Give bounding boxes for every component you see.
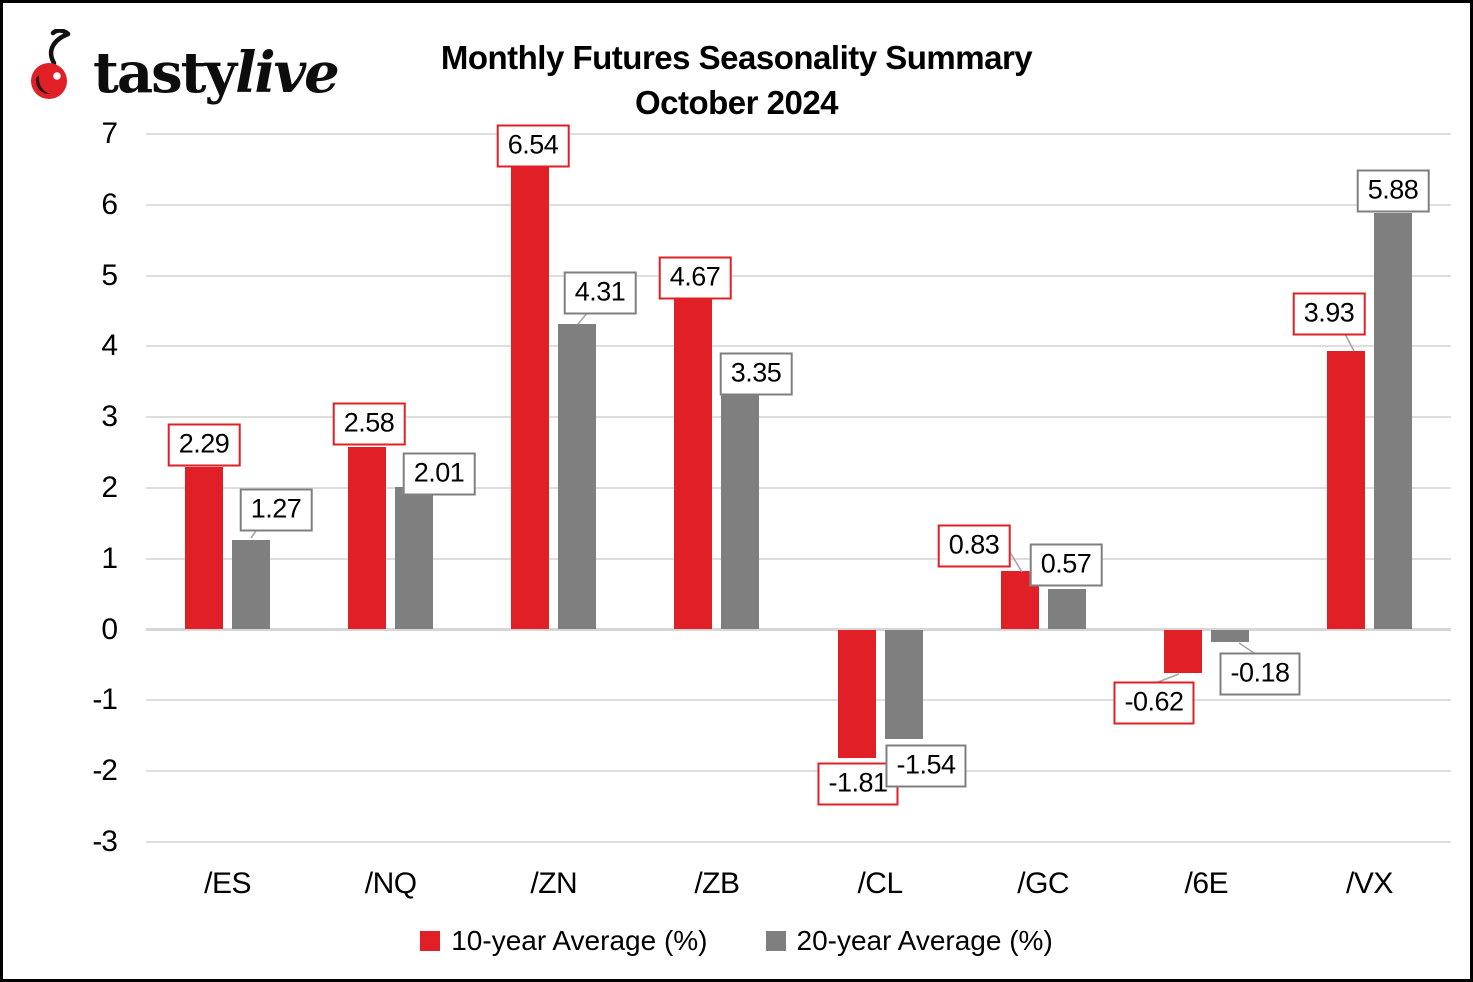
data-label-/NQ-10yr: 2.58 (332, 402, 406, 446)
data-label-/ZB-10yr: 4.67 (658, 256, 732, 300)
tastylive-logo: tastylive (27, 29, 340, 103)
bar-/ZB-10yr (674, 298, 713, 630)
x-axis-tick: /CL (857, 867, 903, 900)
bar-/CL-10yr (837, 629, 876, 758)
chart-title: Monthly Futures Seasonality Summary Octo… (3, 35, 1470, 125)
data-label-/ZN-20yr: 4.31 (563, 271, 637, 315)
y-axis-tick: -1 (92, 683, 118, 717)
bar-/ZN-20yr (558, 324, 597, 630)
data-label-/VX-10yr: 3.93 (1292, 292, 1366, 336)
x-axis-tick: /GC (1017, 867, 1070, 900)
bar-/VX-10yr (1326, 351, 1365, 630)
bar-/6E-20yr (1210, 629, 1249, 643)
data-label-/CL-10yr: -1.81 (817, 762, 899, 806)
legend-item-10yr: 10-year Average (%) (420, 925, 708, 957)
bar-/6E-10yr (1163, 629, 1202, 674)
x-axis-tick: /6E (1184, 867, 1229, 900)
brand-tasty: tasty (93, 40, 237, 106)
data-label-/ZN-10yr: 6.54 (496, 124, 570, 168)
legend-swatch-20yr-icon (765, 931, 786, 951)
gridline (146, 557, 1451, 560)
y-axis-tick: 5 (101, 258, 118, 292)
y-axis-tick: -2 (92, 754, 118, 788)
y-axis-tick: 4 (101, 329, 118, 363)
data-label-/GC-20yr: 0.57 (1029, 543, 1103, 587)
plot-area: 7 6 5 4 3 2 1 0 -1 -2 -3/ES/NQ/ZN/ZB/CL/GC/6E/VX (3, 3, 1470, 979)
data-label-/6E-20yr: -0.18 (1219, 652, 1301, 696)
legend-label-20yr: 20-year Average (%) (796, 925, 1053, 956)
data-label-/GC-10yr: 0.83 (937, 524, 1011, 568)
bar-/VX-20yr (1373, 213, 1412, 630)
data-label-/VX-20yr: 5.88 (1356, 169, 1430, 213)
data-label-/6E-10yr: -0.62 (1113, 681, 1195, 725)
y-axis-tick: 3 (101, 400, 118, 434)
x-axis-tick: /ZN (530, 867, 578, 900)
data-label-/NQ-20yr: 2.01 (402, 452, 476, 496)
gridline (146, 132, 1451, 135)
gridline (146, 699, 1451, 702)
chart-title-line2: October 2024 (634, 84, 839, 121)
y-axis-tick: -3 (92, 824, 118, 858)
y-axis-tick: 1 (101, 541, 118, 575)
legend-label-10yr: 10-year Average (%) (451, 925, 708, 956)
x-axis-tick: /ZB (694, 867, 740, 900)
bar-/NQ-20yr (395, 487, 434, 630)
gridline (146, 274, 1451, 277)
data-label-/ES-20yr: 1.27 (239, 488, 313, 532)
legend-swatch-10yr-icon (420, 931, 441, 951)
y-axis-tick: 0 (101, 612, 118, 646)
cherry-icon (27, 29, 89, 103)
legend-item-20yr: 20-year Average (%) (765, 925, 1053, 957)
legend: 10-year Average (%) 20-year Average (%) (3, 925, 1470, 957)
gridline (146, 345, 1451, 348)
x-axis-tick: /ES (204, 867, 251, 900)
gridline (146, 203, 1451, 206)
data-label-/ES-10yr: 2.29 (167, 423, 241, 467)
x-axis-tick: /VX (1346, 867, 1393, 900)
x-axis-tick: /NQ (364, 867, 417, 900)
bar-/ES-10yr (185, 467, 224, 630)
data-label-/ZB-20yr: 3.35 (719, 352, 793, 396)
bar-/CL-20yr (884, 629, 923, 739)
zero-gridline (146, 628, 1451, 631)
chart-title-line1: Monthly Futures Seasonality Summary (440, 39, 1033, 76)
bar-/ZN-10yr (511, 166, 550, 630)
y-axis-tick: 7 (101, 116, 118, 150)
gridline (146, 486, 1451, 489)
data-label-/CL-20yr: -1.54 (885, 744, 967, 788)
bar-/NQ-10yr (348, 446, 387, 630)
bar-/ZB-20yr (721, 392, 760, 630)
bar-/GC-20yr (1047, 589, 1086, 630)
gridline (146, 840, 1451, 843)
bar-/ES-20yr (232, 539, 271, 630)
y-axis-tick: 2 (101, 470, 118, 504)
brand-live: live (235, 40, 340, 106)
y-axis-tick: 6 (101, 187, 118, 221)
brand-wordmark: tastylive (93, 31, 340, 101)
gridline (146, 770, 1451, 773)
gridline (146, 416, 1451, 419)
